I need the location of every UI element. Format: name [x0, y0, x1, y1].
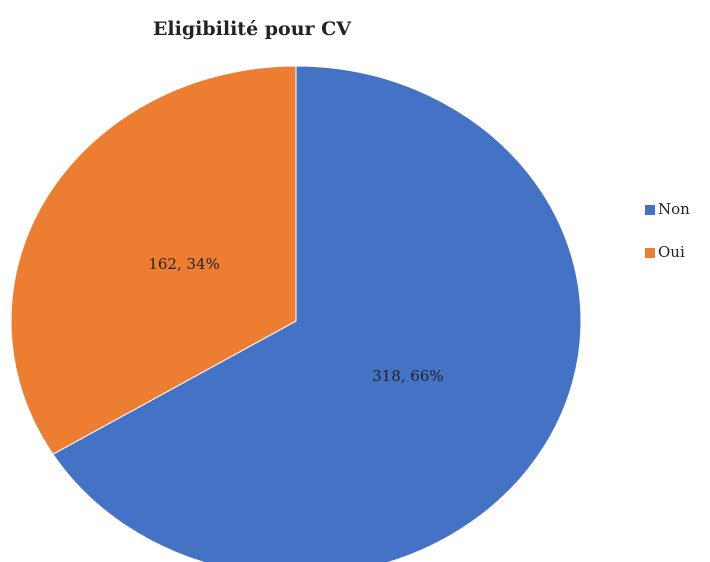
legend-swatch — [645, 205, 655, 215]
data-label: 318, 66% — [372, 367, 444, 385]
data-label: 162, 34% — [148, 255, 220, 273]
pie-slice — [52, 65, 582, 562]
pie-slice — [10, 65, 297, 455]
chart-title: Eligibilité pour CV — [153, 18, 352, 40]
legend-label: Oui — [658, 243, 685, 261]
legend-label: Non — [658, 200, 690, 218]
legend-swatch — [645, 248, 655, 258]
